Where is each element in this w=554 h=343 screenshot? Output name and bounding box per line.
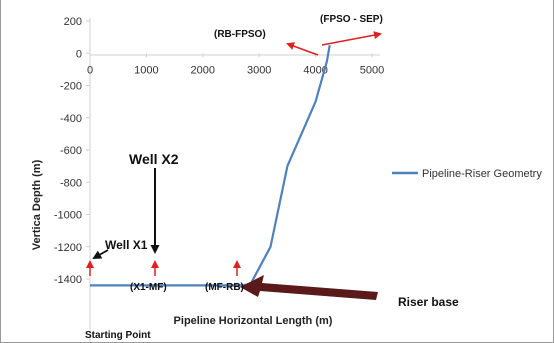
x-tick-label: 4000 [303, 64, 327, 76]
y-tick-labels: 200 0 -200 -400 -600 -800 -1000 -1200 -1400 [54, 16, 90, 286]
y-tick-label: 0 [76, 48, 82, 60]
y-tick-label: -800 [60, 177, 82, 189]
y-tick-label: -400 [60, 113, 82, 125]
y-axis-title: Vertica Depth (m) [31, 159, 43, 250]
y-tick-label: -1200 [54, 242, 82, 254]
y-tick-label: -1400 [54, 274, 82, 286]
x-tick-labels: 0 1000 2000 3000 4000 5000 [87, 53, 384, 76]
annotation-starting-point: Starting Point [85, 330, 151, 341]
x-tick-label: 0 [87, 64, 93, 76]
x-axis-title: Pipeline Horizontal Length (m) [174, 315, 333, 327]
x-tick-label: 2000 [191, 64, 215, 76]
x-tick-label: 3000 [247, 64, 271, 76]
annotation-mf-rb: (MF-RB) [205, 282, 244, 293]
y-tick-label: -200 [60, 81, 82, 93]
annotation-x1-mf: (X1-MF) [130, 282, 167, 293]
y-tick-label: 200 [64, 16, 82, 28]
x-tick-label: 5000 [360, 64, 384, 76]
series-line-pipeline-riser [90, 45, 331, 287]
y-tick-label: -600 [60, 145, 82, 157]
riser-base-arrow [240, 275, 378, 300]
well-x1-arrow [92, 249, 109, 259]
marker-arrow-rb-fpso [286, 42, 319, 56]
x-tick-label: 1000 [134, 64, 158, 76]
annotation-rb-fpso: (RB-FPSO) [214, 29, 266, 40]
y-tick-label: -1000 [54, 210, 82, 222]
annotation-well-x1: Well X1 [105, 238, 148, 252]
annotation-riser-base: Riser base [398, 295, 459, 309]
annotation-well-x2: Well X2 [129, 151, 179, 167]
marker-arrow-fpso-sep [321, 31, 382, 46]
annotation-fpso-sep: (FPSO - SEP) [320, 14, 383, 25]
legend-label: Pipeline-Riser Geometry [422, 168, 542, 180]
